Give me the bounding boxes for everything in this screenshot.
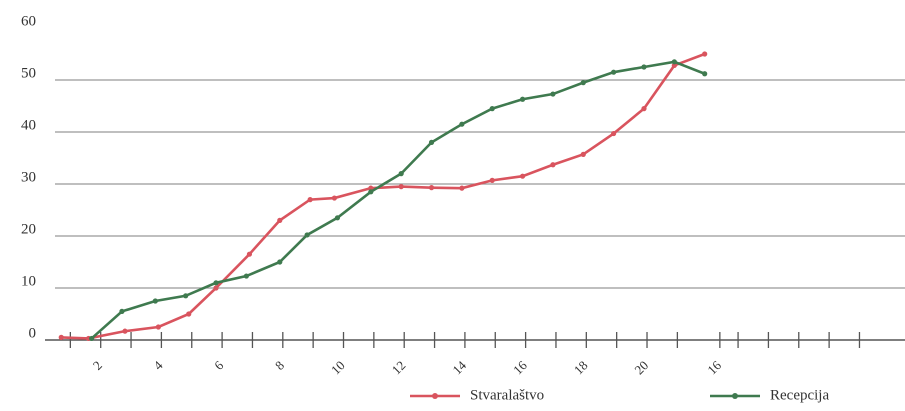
data-point [428,139,435,145]
data-point [119,308,125,314]
data-point [641,64,647,70]
data-point [155,324,161,330]
y-tick-label: 40 [21,117,36,133]
data-point [152,298,158,304]
x-tick-label: 10 [328,358,348,378]
data-point [304,232,310,238]
data-point [550,91,556,97]
data-point [550,162,556,168]
legend-label: Stvaralaštvo [470,387,544,403]
y-tick-label: 60 [21,13,36,29]
x-tick-label: 20 [631,358,651,378]
data-point [641,106,647,112]
legend-label: Recepcija [770,387,829,403]
data-point [122,328,128,334]
data-point [213,280,219,286]
legend-marker [432,393,438,399]
data-point [398,171,404,177]
data-point [88,335,95,342]
legend-marker [732,393,738,399]
data-point [489,177,495,183]
x-tick-label: 16 [704,357,724,377]
data-point [334,215,341,221]
data-point [671,62,677,69]
x-tick-label: 6 [211,357,227,373]
y-tick-label: 50 [21,65,36,81]
data-point [58,334,64,340]
data-point [702,71,708,77]
data-point [307,197,313,203]
data-point [213,285,219,291]
x-tick-label: 12 [389,358,409,378]
x-tick-label: 2 [90,358,105,373]
data-point [243,273,249,279]
y-tick-label: 30 [21,169,36,185]
data-point [671,59,677,65]
data-point [519,173,526,179]
data-point [489,106,495,112]
x-tick-label: 14 [449,357,469,377]
x-tick-label: 18 [571,358,591,378]
data-point [459,185,465,191]
x-tick-label: 8 [272,358,287,373]
data-point [246,251,253,257]
y-tick-label: 0 [29,325,37,341]
data-point [428,185,435,191]
data-point [277,217,283,223]
data-point [611,130,617,137]
data-point [186,311,192,317]
data-point [459,121,465,127]
data-point [183,293,189,299]
data-point [702,51,708,57]
y-tick-label: 10 [21,273,36,289]
y-tick-label: 20 [21,221,36,237]
data-point [611,69,617,75]
data-point [277,259,283,265]
data-point [580,151,586,157]
data-point [398,184,404,190]
x-tick-label: 4 [150,357,166,373]
data-point [368,185,374,191]
x-tick-label: 16 [510,357,530,377]
data-point [331,195,338,201]
data-point [519,96,526,102]
data-point [580,80,586,86]
series-line [61,52,706,340]
data-point [368,189,374,195]
